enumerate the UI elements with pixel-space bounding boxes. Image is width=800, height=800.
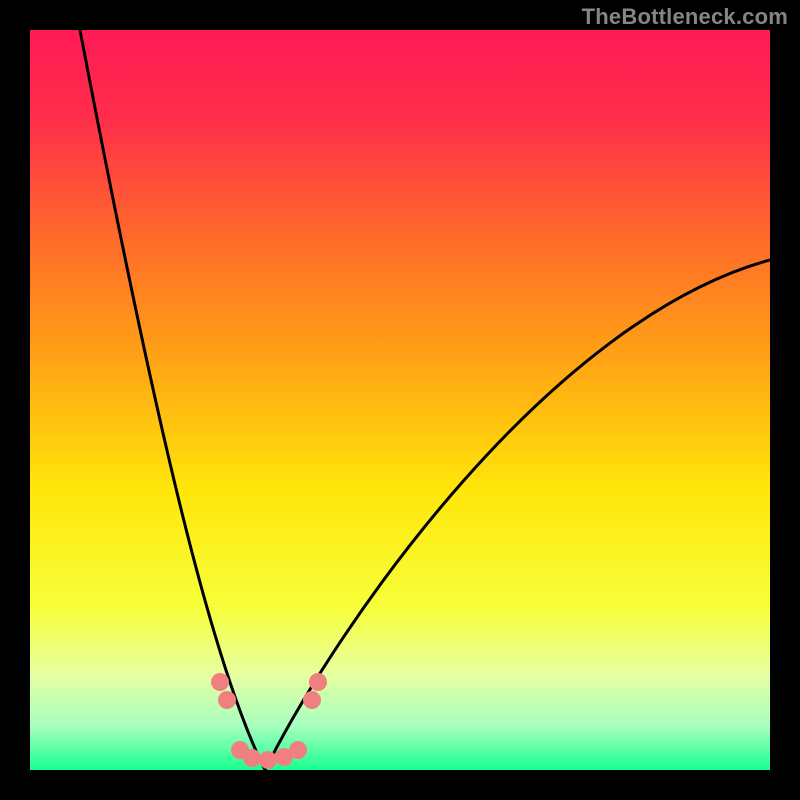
gradient-background [30,30,770,770]
data-marker [211,673,229,691]
data-marker [309,673,327,691]
data-marker [289,741,307,759]
data-marker [259,751,277,769]
watermark-text: TheBottleneck.com [582,4,788,30]
data-marker [303,691,321,709]
plot-svg [30,30,770,770]
data-marker [243,749,261,767]
plot-area [30,30,770,770]
chart-frame: TheBottleneck.com [0,0,800,800]
data-marker [218,691,236,709]
